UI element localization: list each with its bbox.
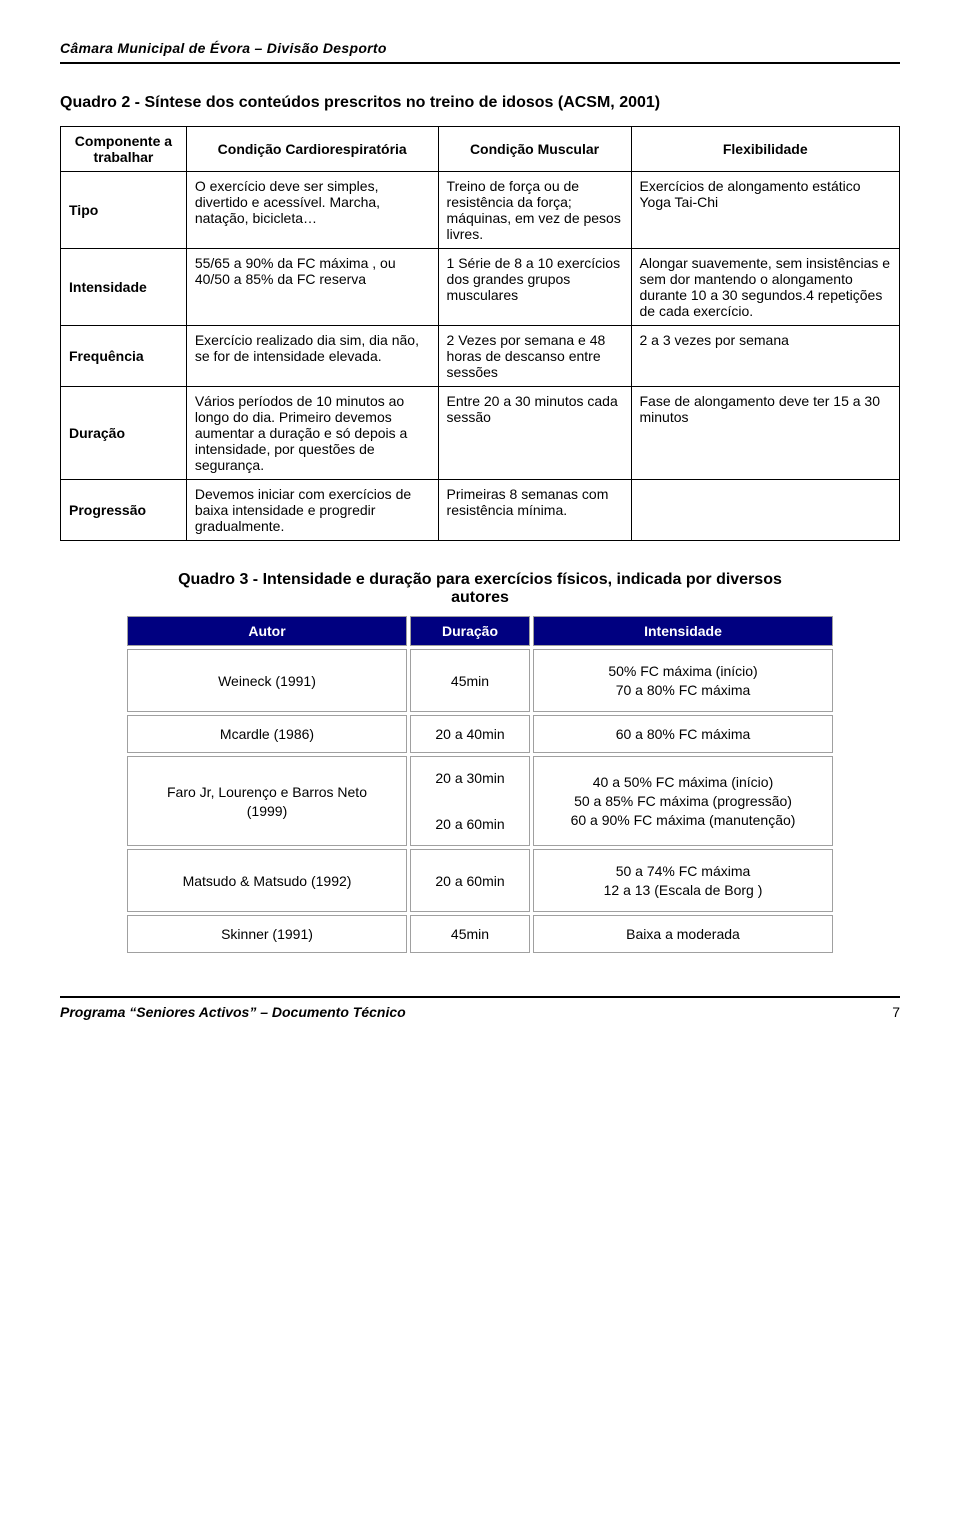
quadro3-title-line2: autores [60,589,900,607]
autor-line: Faro Jr, Lourenço e Barros Neto [144,784,390,800]
row-label-progressao: Progressão [61,480,187,541]
cell-duracao-muscular: Entre 20 a 30 minutos cada sessão [438,387,631,480]
dur-line: 20 a 30min [427,770,513,786]
cell-duracao-cardio: Vários períodos de 10 minutos ao longo d… [186,387,438,480]
cell-duracao-skinner: 45min [410,915,530,953]
table-row: Intensidade 55/65 a 90% da FC máxima , o… [61,249,900,326]
table-row: Skinner (1991) 45min Baixa a moderada [127,915,833,953]
int-line: 60 a 90% FC máxima (manutenção) [550,812,816,828]
dur-line: 20 a 60min [427,816,513,832]
quadro2-title: Quadro 2 - Síntese dos conteúdos prescri… [60,94,900,112]
col-header-duracao: Duração [410,616,530,646]
page-footer: Programa “Seniores Activos” – Documento … [60,996,900,1020]
row-label-frequencia: Frequência [61,326,187,387]
cell-progressao-muscular: Primeiras 8 semanas com resistência míni… [438,480,631,541]
cell-duracao-weineck: 45min [410,649,530,712]
cell-tipo-cardio: O exercício deve ser simples, divertido … [186,172,438,249]
col-header-intensidade: Intensidade [533,616,833,646]
table-row: Progressão Devemos iniciar com exercício… [61,480,900,541]
int-line: 50 a 74% FC máxima [550,863,816,879]
table-header-row: Autor Duração Intensidade [127,616,833,646]
cell-tipo-muscular: Treino de força ou de resistência da for… [438,172,631,249]
table-row: Frequência Exercício realizado dia sim, … [61,326,900,387]
cell-duracao-flex: Fase de alongamento deve ter 15 a 30 min… [631,387,900,480]
table-row: Duração Vários períodos de 10 minutos ao… [61,387,900,480]
cell-progressao-cardio: Devemos iniciar com exercícios de baixa … [186,480,438,541]
row-label-duracao: Duração [61,387,187,480]
quadro2-table: Componente a trabalhar Condição Cardiore… [60,126,900,541]
cell-autor-skinner: Skinner (1991) [127,915,407,953]
cell-intensidade-matsudo: 50 a 74% FC máxima 12 a 13 (Escala de Bo… [533,849,833,912]
quadro3-title-wrap: Quadro 3 - Intensidade e duração para ex… [60,571,900,607]
int-line: 50% FC máxima (início) [550,663,816,679]
cell-frequencia-cardio: Exercício realizado dia sim, dia não, se… [186,326,438,387]
int-line: 12 a 13 (Escala de Borg ) [550,882,816,898]
col-header-autor: Autor [127,616,407,646]
cell-intensidade-faro: 40 a 50% FC máxima (início) 50 a 85% FC … [533,756,833,846]
cell-duracao-matsudo: 20 a 60min [410,849,530,912]
row-label-tipo: Tipo [61,172,187,249]
table-row: Tipo O exercício deve ser simples, diver… [61,172,900,249]
cell-autor-matsudo: Matsudo & Matsudo (1992) [127,849,407,912]
cell-frequencia-muscular: 2 Vezes por semana e 48 horas de descans… [438,326,631,387]
cell-intensidade-muscular: 1 Série de 8 a 10 exercícios dos grandes… [438,249,631,326]
cell-intensidade-skinner: Baixa a moderada [533,915,833,953]
cell-progressao-flex [631,480,900,541]
cell-intensidade-weineck: 50% FC máxima (início) 70 a 80% FC máxim… [533,649,833,712]
cell-autor-mcardle: Mcardle (1986) [127,715,407,753]
cell-duracao-mcardle: 20 a 40min [410,715,530,753]
cell-intensidade-flex: Alongar suavemente, sem insistências e s… [631,249,900,326]
cell-autor-faro: Faro Jr, Lourenço e Barros Neto (1999) [127,756,407,846]
footer-program: Programa “Seniores Activos” – Documento … [60,1004,406,1020]
cell-tipo-flex: Exercícios de alongamento estático Yoga … [631,172,900,249]
cell-frequencia-flex: 2 a 3 vezes por semana [631,326,900,387]
row-label-intensidade: Intensidade [61,249,187,326]
int-line: 50 a 85% FC máxima (progressão) [550,793,816,809]
quadro3-title-line1: Quadro 3 - Intensidade e duração para ex… [60,571,900,589]
page: Câmara Municipal de Évora – Divisão Desp… [0,0,960,1050]
cell-intensidade-cardio: 55/65 a 90% da FC máxima , ou 40/50 a 85… [186,249,438,326]
header-organization: Câmara Municipal de Évora – Divisão Desp… [60,40,387,56]
col-header-componente: Componente a trabalhar [61,127,187,172]
col-header-muscular: Condição Muscular [438,127,631,172]
table-header-row: Componente a trabalhar Condição Cardiore… [61,127,900,172]
cell-autor-weineck: Weineck (1991) [127,649,407,712]
col-header-flex: Flexibilidade [631,127,900,172]
col-header-cardio: Condição Cardiorespiratória [186,127,438,172]
quadro3-table: Autor Duração Intensidade Weineck (1991)… [124,613,836,956]
int-line: 40 a 50% FC máxima (início) [550,774,816,790]
autor-line: (1999) [144,803,390,819]
cell-duracao-faro: 20 a 30min 20 a 60min [410,756,530,846]
table-row: Weineck (1991) 45min 50% FC máxima (iníc… [127,649,833,712]
cell-intensidade-mcardle: 60 a 80% FC máxima [533,715,833,753]
int-line: 70 a 80% FC máxima [550,682,816,698]
footer-page-number: 7 [892,1004,900,1020]
table-row: Mcardle (1986) 20 a 40min 60 a 80% FC má… [127,715,833,753]
table-row: Faro Jr, Lourenço e Barros Neto (1999) 2… [127,756,833,846]
page-header: Câmara Municipal de Évora – Divisão Desp… [60,40,900,64]
table-row: Matsudo & Matsudo (1992) 20 a 60min 50 a… [127,849,833,912]
